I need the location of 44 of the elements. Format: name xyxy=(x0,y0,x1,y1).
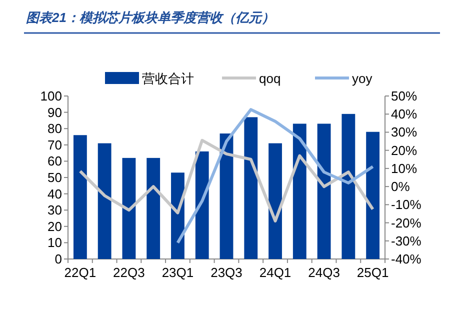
y-tick-label: 100 xyxy=(40,88,62,104)
y2-tick-label: -10% xyxy=(391,197,422,212)
bar xyxy=(366,132,380,259)
bar xyxy=(98,143,112,259)
x-tick-label: 24Q1 xyxy=(259,265,292,280)
legend-label: qoq xyxy=(259,71,281,86)
y-tick-label: 20 xyxy=(48,218,62,234)
y-tick-label: 50 xyxy=(48,170,62,185)
legend-label: 营收合计 xyxy=(142,71,194,86)
y-tick-label: 90 xyxy=(48,104,62,120)
bar xyxy=(244,117,258,259)
bar xyxy=(220,133,234,259)
y2-tick-label: -30% xyxy=(391,233,422,248)
x-tick-label: 22Q1 xyxy=(64,265,96,280)
y2-tick-label: 40% xyxy=(391,106,418,122)
y2-tick-label: 10% xyxy=(391,160,418,176)
y-tick-label: 60 xyxy=(48,154,62,169)
bar xyxy=(122,158,136,259)
bar xyxy=(268,143,282,259)
x-tick-label: 22Q3 xyxy=(113,265,145,280)
bar xyxy=(146,158,160,259)
y-tick-label: 0 xyxy=(54,252,62,266)
y-tick-label: 40 xyxy=(48,186,62,202)
y2-tick-label: 30% xyxy=(391,124,418,140)
x-tick-label: 23Q3 xyxy=(210,265,242,280)
y2-tick-label: 20% xyxy=(391,142,418,158)
chart-title: 图表21：模拟芯片板块单季度营收（亿元） xyxy=(26,10,274,25)
y-tick-label: 10 xyxy=(48,235,62,250)
bar xyxy=(342,114,356,259)
x-tick-label: 25Q1 xyxy=(356,265,389,280)
bar xyxy=(73,135,87,259)
x-tick-label: 23Q1 xyxy=(162,265,194,280)
bar xyxy=(195,151,209,259)
bar xyxy=(317,124,331,259)
y2-tick-label: -40% xyxy=(391,252,422,266)
y2-tick-label: 50% xyxy=(391,88,418,104)
y-tick-label: 30 xyxy=(48,202,62,218)
legend-label: yoy xyxy=(352,71,373,86)
y-tick-label: 80 xyxy=(48,121,62,136)
x-tick-label: 24Q3 xyxy=(308,265,340,280)
y2-tick-label: -20% xyxy=(391,215,422,230)
y2-tick-label: 0% xyxy=(391,179,410,194)
bar xyxy=(292,124,306,259)
y-tick-label: 70 xyxy=(48,137,62,152)
